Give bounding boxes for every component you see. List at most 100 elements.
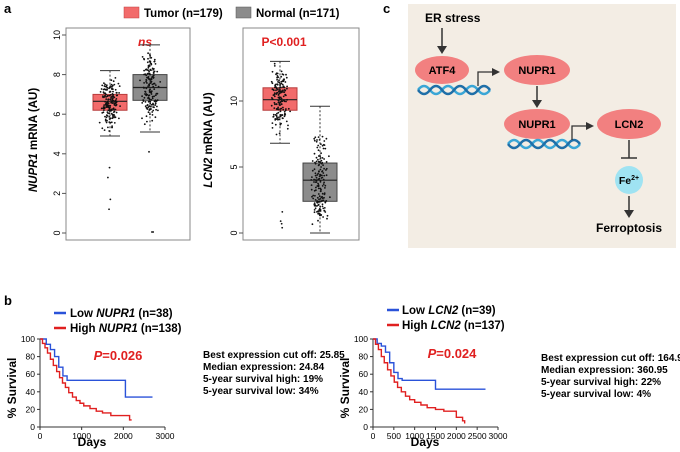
data-point [151,114,154,116]
data-point [317,164,320,167]
data-point [322,183,325,186]
data-point [321,170,323,173]
data-point [111,102,114,104]
panel-b-letter: b [4,293,12,308]
data-point [279,98,282,101]
data-point [104,100,107,103]
data-point [323,181,325,184]
data-point [143,69,146,72]
x-tick-label: 3000 [156,431,175,441]
data-point [114,116,117,119]
data-point [279,115,282,117]
data-point [313,181,315,183]
data-point [316,196,319,199]
data-point [272,115,275,118]
data-point [146,76,148,79]
data-point [149,108,152,111]
data-point [326,217,328,220]
p-number: =0.026 [102,348,142,363]
data-point [145,87,148,90]
data-point [315,140,318,143]
data-point [283,115,286,118]
data-point [148,83,150,86]
low-survival-line [40,338,153,398]
data-point [320,143,322,146]
data-point [101,84,104,87]
data-point [320,214,323,216]
data-point [324,201,327,204]
data-point [318,209,320,211]
data-point [108,107,111,109]
y-tick-label: 100 [21,334,35,344]
data-point [144,91,147,93]
stat-median: Median expression: 24.84 [203,362,325,373]
high-survival-line [40,338,132,421]
data-point [103,109,105,111]
data-point [111,126,113,129]
data-point [118,117,120,120]
data-point [277,100,280,102]
y-tick-label: 60 [359,369,369,379]
data-point [280,107,283,110]
data-point [280,86,282,89]
data-point [317,182,319,185]
data-point [114,88,117,91]
data-point [273,107,276,109]
data-point [105,116,108,119]
data-point [321,144,324,147]
data-point [313,137,316,140]
data-point [278,92,281,95]
lcn2-node [597,109,661,139]
data-point [153,95,156,98]
data-point [315,189,317,192]
data-point [104,119,107,122]
data-point [108,91,111,93]
data-point [325,174,328,177]
data-point [319,168,322,171]
data-point [285,108,287,110]
plot-frame [65,27,191,241]
data-point [112,95,115,98]
promoter-arrow-1 [477,71,494,86]
data-point [314,181,317,184]
data-point [273,92,276,94]
data-point [312,194,315,197]
data-point [110,83,113,86]
data-point [106,115,109,117]
data-point [317,184,320,187]
promoter-arrow-2 [571,125,588,140]
data-point [279,90,282,93]
data-point [273,93,276,96]
data-point [104,88,107,91]
data-point [311,223,314,226]
data-point [146,120,148,123]
data-point [113,122,116,124]
dna-strand [507,138,581,150]
promoter-arrowhead-1 [492,68,500,76]
data-point [148,89,151,92]
data-point [314,203,316,206]
data-point [102,111,105,114]
data-point [280,75,283,78]
data-point [111,99,114,102]
data-point [105,96,107,98]
data-point [145,74,148,77]
data-point [274,123,277,126]
data-point [115,103,118,106]
data-point [319,205,322,208]
data-point [274,103,276,106]
outlier-point [280,222,283,225]
data-point [316,185,319,187]
data-point [282,95,285,98]
data-point [271,122,274,124]
lcn2-ylabel-suffix: mRNA (AU) [203,92,215,158]
data-point [310,184,313,187]
data-point [100,88,103,90]
x-tick-label: 2000 [447,431,466,441]
data-point [150,78,152,81]
data-point [112,80,115,83]
data-point [323,209,326,212]
legend-high-gene: LCN2 [431,320,462,332]
atf4-node [415,56,469,84]
lcn2-survival-plot: Low LCN2 (n=39) High LCN2 (n=137) P=0.02… [338,305,680,449]
